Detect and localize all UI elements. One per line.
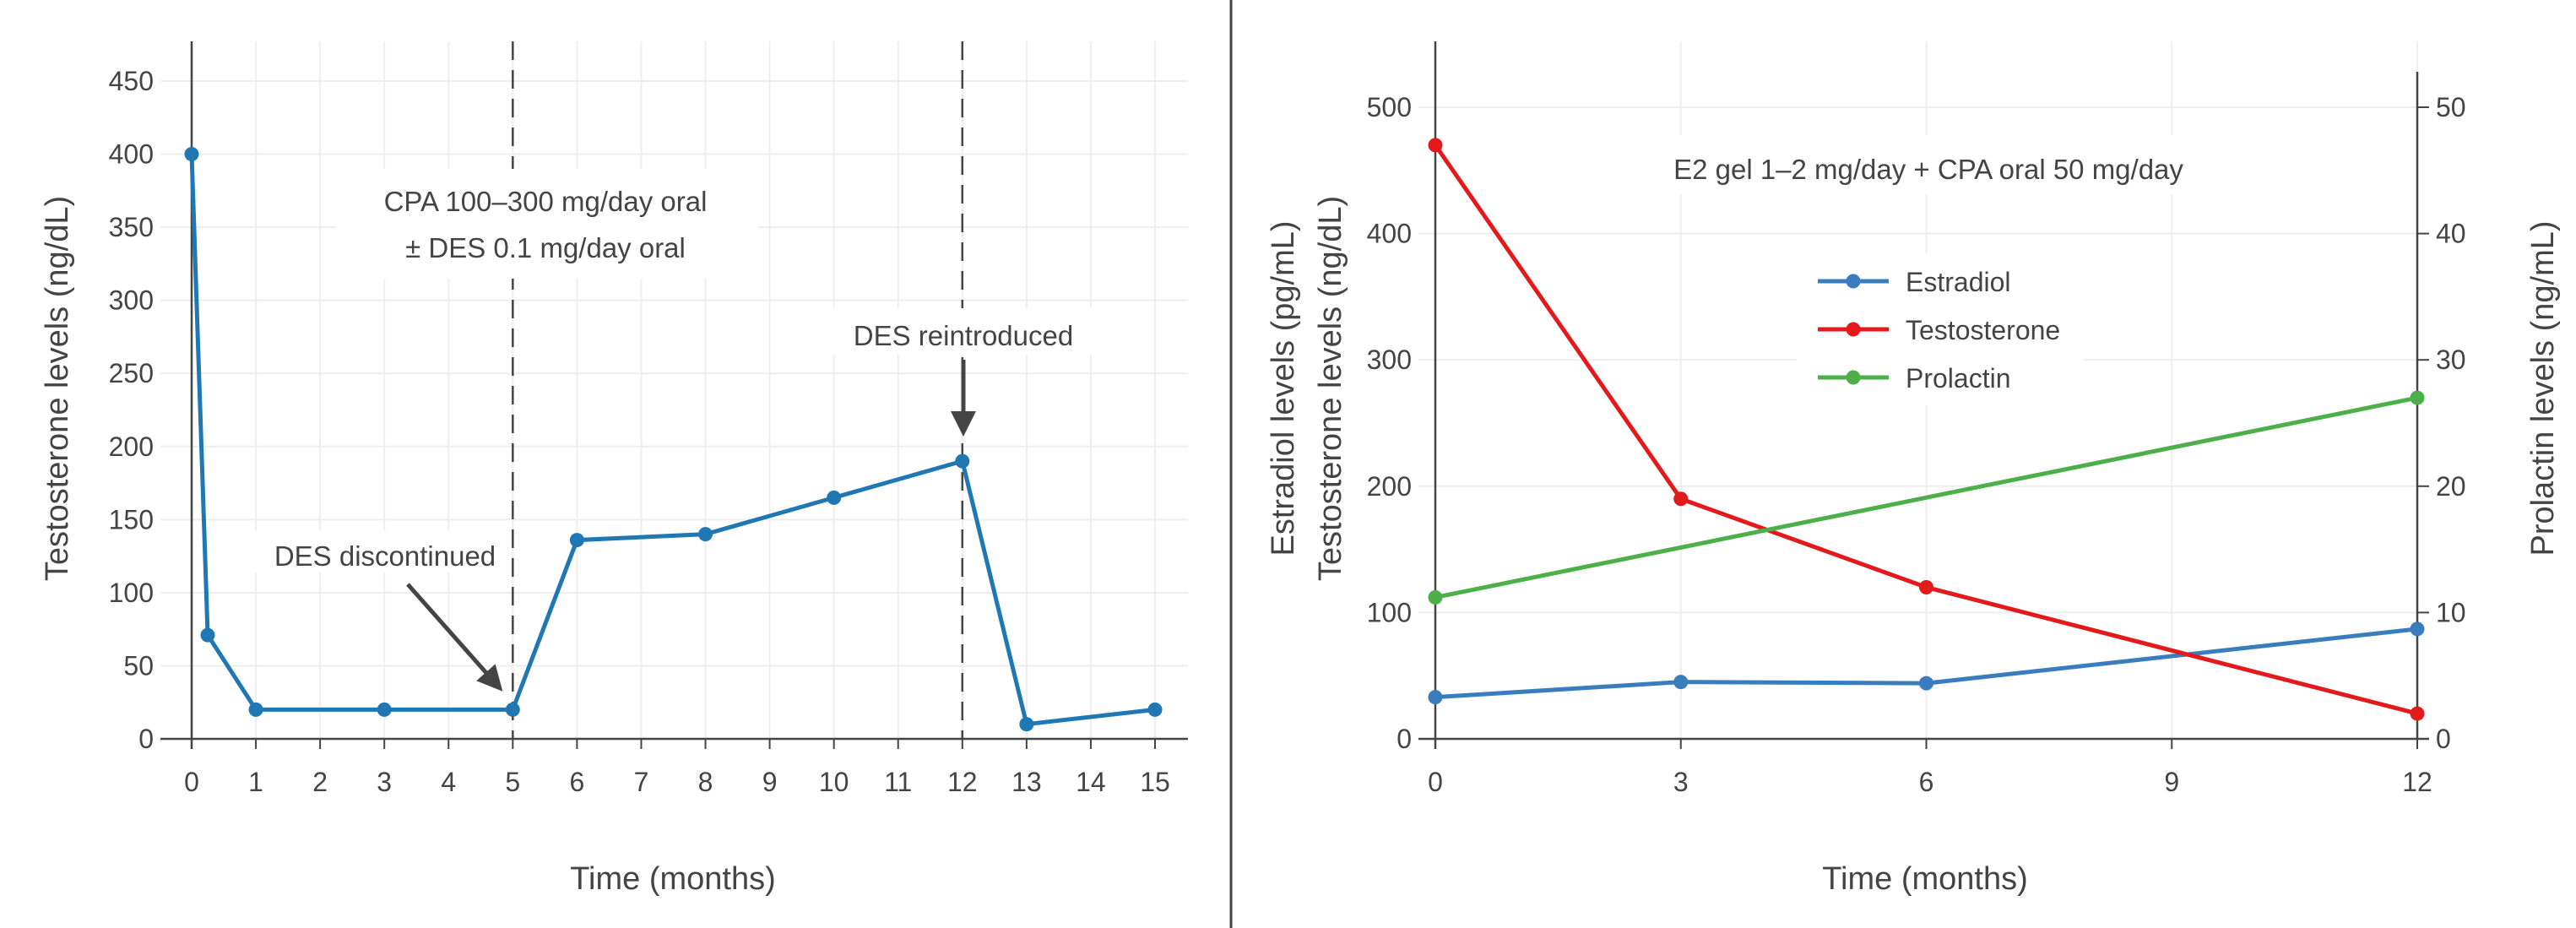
y-tick-label: 200 <box>109 431 154 462</box>
y-tick-label: 100 <box>109 578 154 608</box>
right-x-axis-title: Time (months) <box>1822 861 2028 897</box>
annotation-bg <box>253 530 508 573</box>
data-point <box>1147 702 1163 717</box>
data-point-estradiol <box>2410 621 2425 637</box>
y-tick-label: 250 <box>109 358 154 388</box>
data-point-prolactin <box>2410 390 2425 405</box>
x-tick-label: 0 <box>184 767 199 797</box>
right-y-axis-title-estradiol: Estradiol levels (pg/mL) <box>1266 220 1301 556</box>
y-tick-label: 450 <box>109 66 154 96</box>
x-tick-label: 12 <box>2402 767 2432 797</box>
annotation-cpa-line2: ± DES 0.1 mg/day oral <box>405 232 686 263</box>
data-point-testosterone <box>1428 138 1443 153</box>
series-line-testosterone <box>1433 144 2418 716</box>
y-tick-label: 100 <box>1367 597 1412 627</box>
x-tick-label: 11 <box>884 767 912 797</box>
x-tick-label: 12 <box>947 767 978 797</box>
data-point-estradiol <box>1919 676 1933 691</box>
legend-label-prolactin: Prolactin <box>1906 363 2011 393</box>
y-tick-label: 50 <box>123 650 154 681</box>
x-tick-label: 2 <box>312 767 328 797</box>
data-point <box>248 702 263 717</box>
x-tick-label: 0 <box>1428 767 1443 797</box>
right-y2-axis-title: Prolactin levels (ng/mL) <box>2525 220 2561 556</box>
y-tick-label: 0 <box>1396 724 1412 754</box>
y2-tick-label: 50 <box>2436 92 2466 122</box>
x-tick-label: 9 <box>762 767 778 797</box>
y-tick-label: 0 <box>138 724 154 754</box>
x-tick-label: 3 <box>377 767 392 797</box>
legend-marker-testosterone <box>1846 322 1861 337</box>
legend-label-estradiol: Estradiol <box>1906 267 2011 297</box>
x-tick-label: 10 <box>819 767 849 797</box>
left-chart: 0 1 2 3 4 5 6 7 8 9 10 11 12 13 14 15050100150200250300… <box>109 41 1188 797</box>
y-tick-label: 500 <box>1367 92 1412 122</box>
x-tick-label: 6 <box>1919 767 1934 797</box>
annotation-regimen: E2 gel 1–2 mg/day + CPA oral 50 mg/day <box>1673 154 2183 185</box>
annotation-cpa-line1: CPA 100–300 mg/day oral <box>384 186 708 217</box>
data-point <box>698 527 713 542</box>
data-point <box>827 490 842 505</box>
legend: Estradiol Testosterone Prolactin <box>1797 253 2084 405</box>
y-tick-label: 400 <box>109 139 154 170</box>
annotation-des-discontinued: DES discontinued <box>274 540 496 572</box>
y2-tick-label: 10 <box>2436 597 2466 627</box>
annotation-bg <box>832 308 1095 355</box>
annotation-bg <box>336 169 758 279</box>
data-point <box>505 702 520 717</box>
y-tick-label: 200 <box>1367 471 1412 502</box>
data-point-testosterone <box>2410 706 2425 721</box>
y2-tick-label: 20 <box>2436 471 2466 502</box>
legend-label-testosterone: Testosterone <box>1906 315 2060 345</box>
x-tick-label: 8 <box>698 767 713 797</box>
x-tick-label: 6 <box>570 767 585 797</box>
y-tick-label: 300 <box>1367 345 1412 375</box>
x-tick-label: 9 <box>2164 767 2179 797</box>
data-point-testosterone <box>1673 491 1689 507</box>
left-x-axis-title: Time (months) <box>570 861 776 897</box>
data-point-estradiol <box>1428 690 1443 705</box>
data-point <box>377 702 392 717</box>
series-line-estradiol <box>1434 627 2418 700</box>
annotation-des-reintroduced: DES reintroduced <box>854 320 1073 351</box>
legend-marker-estradiol <box>1846 274 1861 289</box>
x-tick-label: 1 <box>248 767 263 797</box>
data-point-estradiol <box>1673 675 1689 690</box>
x-tick-label: 4 <box>441 767 456 797</box>
y2-tick-label: 0 <box>2436 724 2451 754</box>
right-y-axis-title-testosterone: Testosterone levels (ng/dL) <box>1313 196 1348 581</box>
y2-tick-label: 30 <box>2436 345 2466 375</box>
y-tick-label: 400 <box>1367 219 1412 249</box>
x-tick-label: 7 <box>634 767 649 797</box>
left-y-axis-title: Testosterone levels (ng/dL) <box>40 196 75 581</box>
series-line-prolactin <box>1434 395 2418 600</box>
y-tick-label: 150 <box>109 504 154 535</box>
data-point <box>200 627 215 643</box>
x-tick-label: 14 <box>1076 767 1106 797</box>
data-point-testosterone <box>1919 579 1933 594</box>
x-tick-label: 5 <box>505 767 520 797</box>
annotation-bg <box>1587 135 2270 194</box>
x-tick-label: 3 <box>1673 767 1689 797</box>
y-tick-label: 300 <box>109 285 154 316</box>
legend-marker-prolactin <box>1846 370 1861 385</box>
y2-tick-label: 40 <box>2436 219 2466 249</box>
data-point <box>1019 717 1034 732</box>
data-point <box>569 533 584 548</box>
x-tick-label: 13 <box>1011 767 1042 797</box>
arrow-des-discontinued <box>406 583 503 692</box>
data-point <box>955 453 970 469</box>
x-tick-label: 15 <box>1140 767 1170 797</box>
data-point <box>184 147 199 162</box>
data-point-prolactin <box>1428 589 1443 605</box>
y-tick-label: 350 <box>109 212 154 242</box>
